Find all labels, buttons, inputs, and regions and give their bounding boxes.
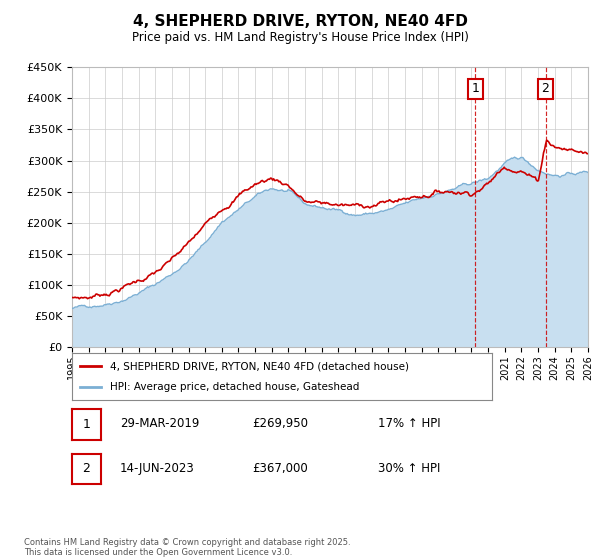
Text: 2: 2	[542, 82, 550, 95]
Text: 2: 2	[82, 463, 91, 475]
Text: 17% ↑ HPI: 17% ↑ HPI	[378, 417, 440, 431]
Text: £367,000: £367,000	[252, 462, 308, 475]
Text: 30% ↑ HPI: 30% ↑ HPI	[378, 462, 440, 475]
Text: Price paid vs. HM Land Registry's House Price Index (HPI): Price paid vs. HM Land Registry's House …	[131, 31, 469, 44]
Text: 4, SHEPHERD DRIVE, RYTON, NE40 4FD (detached house): 4, SHEPHERD DRIVE, RYTON, NE40 4FD (deta…	[110, 361, 409, 371]
Text: HPI: Average price, detached house, Gateshead: HPI: Average price, detached house, Gate…	[110, 382, 359, 392]
Text: 29-MAR-2019: 29-MAR-2019	[120, 417, 199, 431]
Text: 1: 1	[82, 418, 91, 431]
Text: 4, SHEPHERD DRIVE, RYTON, NE40 4FD: 4, SHEPHERD DRIVE, RYTON, NE40 4FD	[133, 14, 467, 29]
Text: 14-JUN-2023: 14-JUN-2023	[120, 462, 195, 475]
Text: £269,950: £269,950	[252, 417, 308, 431]
Text: 1: 1	[472, 82, 479, 95]
Text: Contains HM Land Registry data © Crown copyright and database right 2025.
This d: Contains HM Land Registry data © Crown c…	[24, 538, 350, 557]
